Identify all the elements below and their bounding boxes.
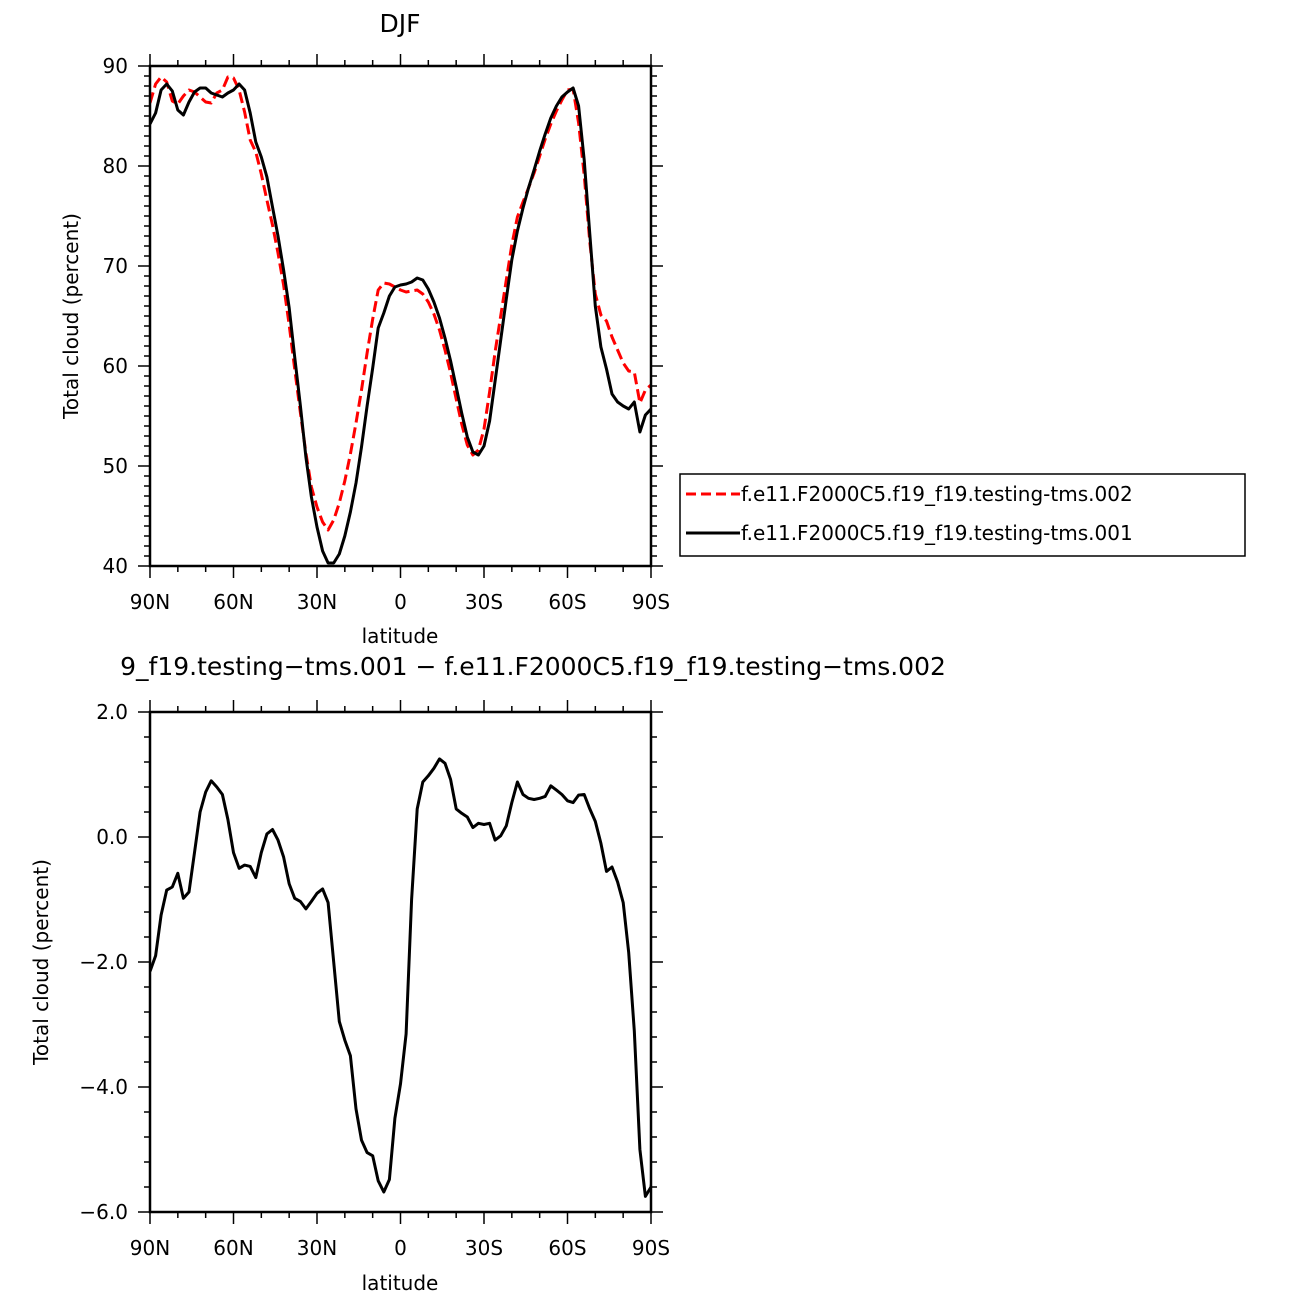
- top-axis-ticks: [138, 54, 663, 578]
- top-x-tick-label: 30S: [465, 590, 503, 614]
- top-tick-labels: 90N 60N 30N 0 30S 60S 90S 40 50 60 70 80 90: [103, 54, 671, 614]
- top-x-tick-label: 90N: [130, 590, 170, 614]
- legend: f.e11.F2000C5.f19_f19.testing-tms.002 f.…: [679, 473, 1246, 557]
- legend-box: [679, 473, 1246, 557]
- bottom-y-tick-label: 2.0: [96, 700, 128, 724]
- bottom-x-tick-label: 60S: [548, 1236, 586, 1260]
- bottom-x-tick-label: 60N: [213, 1236, 253, 1260]
- top-series-lines: [150, 75, 651, 565]
- top-series-line-1: [150, 75, 651, 532]
- top-y-axis-label: Total cloud (percent): [59, 213, 83, 420]
- legend-label-series-001: f.e11.F2000C5.f19_f19.testing-tms.001: [741, 521, 1133, 545]
- top-y-tick-label: 70: [103, 254, 128, 278]
- bottom-x-tick-label: 90S: [632, 1236, 670, 1260]
- bottom-x-tick-label: 0: [394, 1236, 407, 1260]
- bottom-panel: 9_f19.testing−tms.001 − f.e11.F2000C5.f1…: [29, 652, 946, 1295]
- bottom-axis-ticks: [138, 700, 663, 1224]
- top-y-tick-label: 50: [103, 454, 128, 478]
- bottom-series-line-1: [150, 757, 651, 1198]
- bottom-chart-title: 9_f19.testing−tms.001 − f.e11.F2000C5.f1…: [120, 652, 946, 681]
- bottom-y-tick-label: −2.0: [79, 950, 128, 974]
- top-y-tick-label: 60: [103, 354, 128, 378]
- top-x-tick-label: 60S: [548, 590, 586, 614]
- bottom-tick-labels: 90N 60N 30N 0 30S 60S 90S −6.0 −4.0 −2.0 0.0 2.0: [79, 700, 670, 1260]
- bottom-y-tick-label: 0.0: [96, 825, 128, 849]
- bottom-plot-frame: [148, 710, 653, 1214]
- top-panel: DJF 90N 60N 30N 0 30S 60S 90S 40 50 60 70 80 90 lati…: [59, 9, 1246, 648]
- bottom-y-tick-label: −4.0: [79, 1075, 128, 1099]
- legend-label-series-002: f.e11.F2000C5.f19_f19.testing-tms.002: [741, 482, 1133, 506]
- bottom-y-axis-label: Total cloud (percent): [29, 859, 53, 1066]
- bottom-series-lines: [150, 757, 651, 1198]
- top-y-tick-label: 40: [103, 554, 128, 578]
- top-plot-frame: [148, 64, 653, 568]
- top-x-axis-label: latitude: [362, 624, 439, 648]
- top-x-tick-label: 0: [394, 590, 407, 614]
- top-chart-title: DJF: [379, 9, 420, 38]
- top-x-tick-label: 90S: [632, 590, 670, 614]
- top-series-line-2: [150, 82, 651, 565]
- top-y-tick-label: 90: [103, 54, 128, 78]
- bottom-x-tick-label: 30N: [297, 1236, 337, 1260]
- bottom-x-tick-label: 90N: [130, 1236, 170, 1260]
- top-x-tick-label: 30N: [297, 590, 337, 614]
- top-x-tick-label: 60N: [213, 590, 253, 614]
- top-y-tick-label: 80: [103, 154, 128, 178]
- bottom-x-axis-label: latitude: [362, 1271, 439, 1295]
- bottom-y-tick-label: −6.0: [79, 1200, 128, 1224]
- bottom-x-tick-label: 30S: [465, 1236, 503, 1260]
